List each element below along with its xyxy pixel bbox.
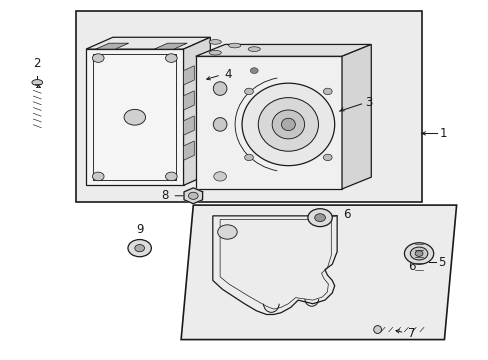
Ellipse shape bbox=[247, 47, 260, 51]
Circle shape bbox=[323, 154, 331, 161]
Text: 8: 8 bbox=[161, 189, 168, 202]
Circle shape bbox=[404, 243, 433, 264]
Polygon shape bbox=[195, 44, 370, 56]
Ellipse shape bbox=[228, 43, 241, 48]
Polygon shape bbox=[183, 66, 194, 85]
Text: 2: 2 bbox=[34, 57, 41, 69]
Circle shape bbox=[244, 88, 253, 95]
Circle shape bbox=[165, 54, 177, 62]
Ellipse shape bbox=[213, 118, 226, 131]
Text: 4: 4 bbox=[224, 68, 231, 81]
Circle shape bbox=[217, 225, 237, 239]
Ellipse shape bbox=[272, 110, 304, 139]
Bar bbox=[86, 49, 183, 185]
Ellipse shape bbox=[281, 118, 295, 131]
Text: 6: 6 bbox=[407, 260, 415, 273]
Circle shape bbox=[124, 109, 145, 125]
Circle shape bbox=[92, 172, 104, 181]
Polygon shape bbox=[341, 44, 370, 189]
Circle shape bbox=[414, 251, 422, 256]
Circle shape bbox=[307, 209, 331, 226]
Polygon shape bbox=[181, 205, 456, 339]
Bar bbox=[76, 12, 422, 202]
Text: 6: 6 bbox=[343, 208, 350, 221]
Text: 9: 9 bbox=[136, 222, 143, 235]
Bar bbox=[195, 56, 341, 189]
Circle shape bbox=[244, 154, 253, 161]
Ellipse shape bbox=[209, 40, 221, 44]
Circle shape bbox=[135, 244, 144, 252]
Ellipse shape bbox=[242, 83, 334, 166]
Circle shape bbox=[188, 192, 198, 199]
Polygon shape bbox=[183, 188, 202, 204]
Bar bbox=[93, 54, 176, 180]
Circle shape bbox=[128, 239, 151, 257]
Circle shape bbox=[92, 54, 104, 62]
Circle shape bbox=[409, 247, 427, 260]
Polygon shape bbox=[96, 43, 128, 49]
Text: 1: 1 bbox=[439, 127, 446, 140]
Ellipse shape bbox=[213, 82, 226, 95]
Text: 3: 3 bbox=[365, 96, 372, 109]
Ellipse shape bbox=[32, 80, 42, 85]
Ellipse shape bbox=[258, 98, 318, 151]
Text: 7: 7 bbox=[407, 327, 415, 340]
Text: 5: 5 bbox=[437, 256, 445, 269]
Circle shape bbox=[314, 214, 325, 222]
Polygon shape bbox=[183, 37, 210, 185]
Circle shape bbox=[323, 88, 331, 95]
Polygon shape bbox=[86, 37, 210, 49]
Polygon shape bbox=[183, 141, 194, 160]
Circle shape bbox=[165, 172, 177, 181]
Ellipse shape bbox=[209, 50, 221, 55]
Ellipse shape bbox=[373, 325, 381, 333]
Circle shape bbox=[213, 172, 226, 181]
Polygon shape bbox=[154, 43, 187, 49]
Polygon shape bbox=[183, 91, 194, 110]
Circle shape bbox=[250, 68, 258, 73]
Polygon shape bbox=[183, 116, 194, 135]
